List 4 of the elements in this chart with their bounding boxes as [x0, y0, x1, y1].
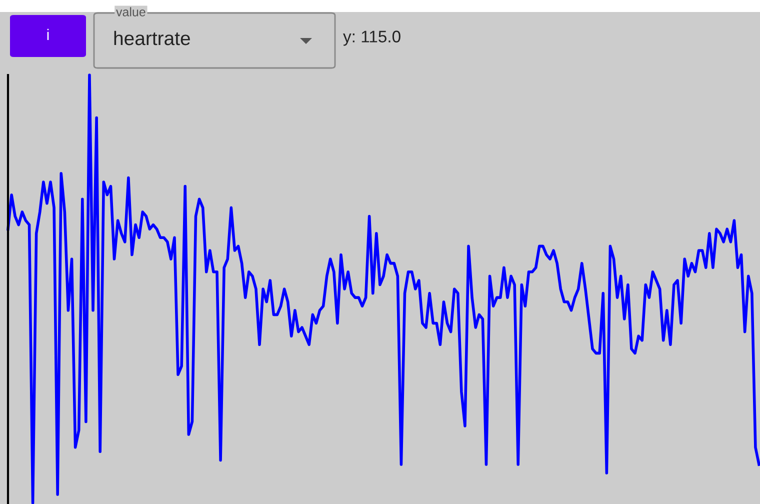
text: value	[116, 7, 146, 16]
text: i	[47, 28, 49, 40]
text: heartrate	[114, 30, 190, 46]
text: y: 115.0	[343, 30, 400, 46]
